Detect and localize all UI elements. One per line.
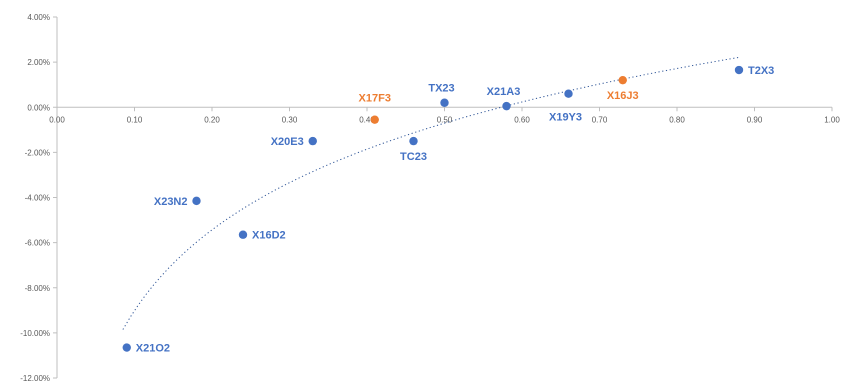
- data-point: [122, 343, 131, 352]
- data-point: [618, 75, 627, 85]
- data-label: X16D2: [252, 230, 286, 242]
- data-label: TC23: [400, 151, 427, 163]
- x-tick-label: 0.50: [437, 115, 453, 124]
- y-tick-label: -2.00%: [25, 148, 50, 157]
- x-tick-label: 0.00: [49, 115, 65, 124]
- data-point: [564, 89, 573, 98]
- data-point: [308, 136, 317, 146]
- y-tick-label: 4.00%: [27, 13, 50, 22]
- data-label: X20E3: [271, 136, 304, 148]
- x-tick-label: 0.80: [669, 115, 685, 124]
- x-tick-label: 0.70: [592, 115, 608, 124]
- trendline: [122, 56, 740, 330]
- data-point: [409, 136, 418, 146]
- x-tick-label: 0.30: [282, 115, 298, 124]
- x-tick-label: 0.90: [747, 115, 763, 124]
- data-label: X23N2: [154, 196, 188, 208]
- data-label: X21A3: [487, 86, 521, 98]
- data-point: [238, 230, 248, 239]
- data-point: [440, 98, 449, 107]
- data-labels: X21O2 X23N2 X16D2 X20E3 X17F3 TC23 TX23 X21A3 X1…: [136, 65, 775, 355]
- x-tick-label: 0.10: [127, 115, 143, 124]
- data-point: [192, 196, 201, 206]
- y-tick-label: -12.00%: [20, 374, 50, 383]
- data-point: [734, 65, 744, 75]
- data-label: X16J3: [607, 90, 639, 102]
- y-tick-label: -10.00%: [20, 329, 50, 338]
- data-label: X19Y3: [549, 112, 582, 124]
- axes: 4.00% 2.00% 0.00% -2.00% -4.00% -6.00% -8.00% -…: [20, 13, 840, 383]
- data-point: [370, 115, 379, 124]
- y-tick-label: 2.00%: [27, 58, 50, 67]
- data-label: X17F3: [359, 93, 391, 105]
- y-tick-label: -6.00%: [25, 239, 50, 248]
- x-tick-label: 0.40: [359, 115, 375, 124]
- trendline-path: [122, 56, 740, 330]
- x-tick-label: 0.20: [204, 115, 220, 124]
- data-points: [122, 65, 744, 352]
- data-label: X21O2: [136, 343, 170, 355]
- y-tick-label: -8.00%: [25, 284, 50, 293]
- y-tick-label: 0.00%: [27, 103, 50, 112]
- x-tick-label: 1.00: [824, 115, 840, 124]
- y-tick-label: -4.00%: [25, 194, 50, 203]
- data-label: TX23: [428, 83, 454, 95]
- data-point: [502, 101, 511, 111]
- data-label: T2X3: [748, 65, 774, 77]
- x-tick-label: 0.60: [514, 115, 530, 124]
